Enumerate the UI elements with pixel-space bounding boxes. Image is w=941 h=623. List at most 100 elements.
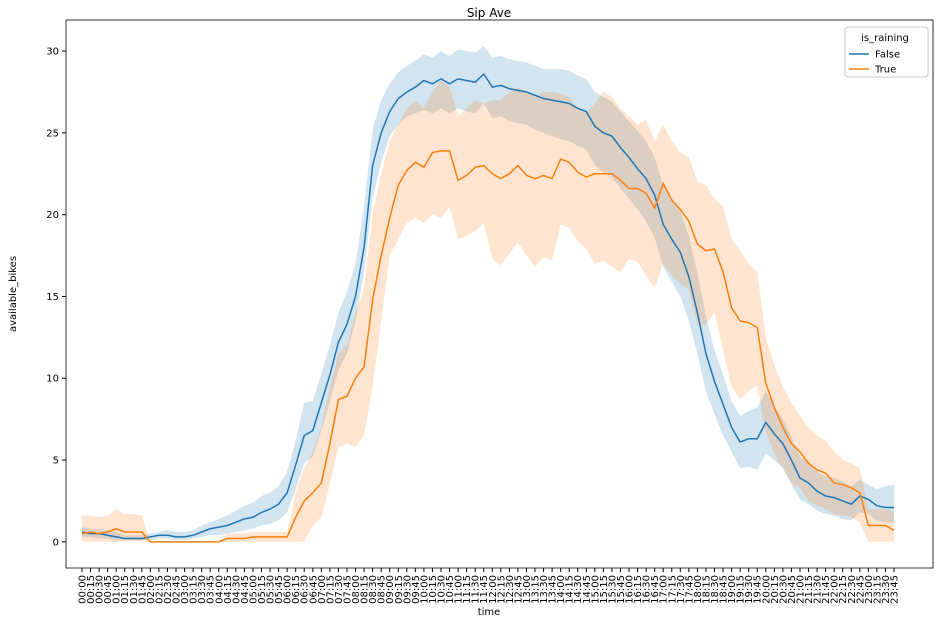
legend-title: is_raining xyxy=(861,33,909,44)
x-tick-label: 05:30 xyxy=(266,575,277,604)
x-tick-label: 21:00 xyxy=(795,575,806,604)
x-tick-label: 01:15 xyxy=(120,575,131,604)
x-tick-label: 04:15 xyxy=(223,575,234,604)
x-tick-label: 18:45 xyxy=(719,575,730,604)
x-tick-label: 00:00 xyxy=(78,575,89,604)
x-tick-label: 21:45 xyxy=(821,575,832,604)
x-tick-label: 10:30 xyxy=(436,575,447,604)
legend: is_raining False True xyxy=(844,26,929,78)
legend-label: False xyxy=(875,50,900,61)
x-tick-label: 19:45 xyxy=(753,575,764,604)
x-tick-label: 20:15 xyxy=(770,575,781,604)
x-tick-label: 09:00 xyxy=(385,575,396,604)
chart-title: Sip Ave xyxy=(467,6,511,20)
x-tick-label: 15:45 xyxy=(616,575,627,604)
x-tick-label: 00:45 xyxy=(103,575,114,604)
x-tick-label: 23:00 xyxy=(864,575,875,604)
x-tick-label: 04:00 xyxy=(214,575,225,604)
x-tick-label: 20:30 xyxy=(778,575,789,604)
x-tick-label: 11:00 xyxy=(454,575,465,604)
x-tick-label: 09:15 xyxy=(394,575,405,604)
y-tick-label: 20 xyxy=(46,210,59,221)
y-tick-label: 5 xyxy=(53,456,59,467)
x-tick-label: 17:00 xyxy=(659,575,670,604)
x-tick-label: 01:30 xyxy=(129,575,140,604)
plot-frame xyxy=(65,19,934,569)
x-tick-label: 15:15 xyxy=(599,575,610,604)
x-tick-label: 07:30 xyxy=(334,575,345,604)
x-tick-label: 07:00 xyxy=(317,575,328,604)
x-tick-label: 13:00 xyxy=(522,575,533,604)
y-tick-label: 10 xyxy=(46,374,59,385)
x-tick-label: 11:45 xyxy=(479,575,490,604)
x-tick-label: 14:30 xyxy=(573,575,584,604)
x-tick-label: 21:15 xyxy=(804,575,815,604)
x-tick-label: 23:45 xyxy=(890,575,901,604)
x-tick-label: 11:30 xyxy=(471,575,482,604)
x-tick-label: 05:15 xyxy=(257,575,268,604)
x-tick-label: 18:15 xyxy=(701,575,712,604)
legend-box xyxy=(844,26,929,78)
x-tick-label: 13:45 xyxy=(548,575,559,604)
x-tick-label: 02:45 xyxy=(172,575,183,604)
x-tick-label: 15:00 xyxy=(590,575,601,604)
y-tick-label: 0 xyxy=(53,537,59,548)
x-tick-label: 22:30 xyxy=(847,575,858,604)
x-tick-label: 23:30 xyxy=(881,575,892,604)
x-tick-label: 07:15 xyxy=(325,575,336,604)
x-tick-label: 21:30 xyxy=(813,575,824,604)
x-axis-label: time xyxy=(478,607,501,618)
x-tick-label: 03:45 xyxy=(206,575,217,604)
x-tick-label: 04:30 xyxy=(231,575,242,604)
x-tick-label: 23:15 xyxy=(872,575,883,604)
y-axis-label: available_bikes xyxy=(8,256,19,332)
line xyxy=(81,150,895,543)
x-tick-label: 12:45 xyxy=(513,575,524,604)
x-tick-label: 06:15 xyxy=(291,575,302,604)
legend-label: True xyxy=(874,65,896,76)
x-tick-label: 14:00 xyxy=(556,575,567,604)
x-tick-label: 03:00 xyxy=(180,575,191,604)
x-tick-label: 00:30 xyxy=(95,575,106,604)
y-tick-label: 30 xyxy=(46,47,59,58)
x-tick-label: 08:45 xyxy=(377,575,388,604)
y-tick-label: 25 xyxy=(46,128,59,139)
x-tick-label: 02:00 xyxy=(146,575,157,604)
x-tick-label: 17:15 xyxy=(667,575,678,604)
x-tick-label: 02:30 xyxy=(163,575,174,604)
x-tick-label: 11:15 xyxy=(462,575,473,604)
x-tick-label: 19:30 xyxy=(744,575,755,604)
x-tick-label: 03:30 xyxy=(197,575,208,604)
x-tick-label: 20:00 xyxy=(761,575,772,604)
x-tick-label: 07:45 xyxy=(342,575,353,604)
x-tick-label: 14:15 xyxy=(565,575,576,604)
x-tick-label: 19:00 xyxy=(727,575,738,604)
x-tick-label: 10:15 xyxy=(428,575,439,604)
x-tick-label: 09:45 xyxy=(411,575,422,604)
x-tick-label: 16:30 xyxy=(642,575,653,604)
x-tick-label: 17:45 xyxy=(684,575,695,604)
x-tick-label: 16:45 xyxy=(650,575,661,604)
x-tick-label: 12:15 xyxy=(496,575,507,604)
x-tick-label: 02:15 xyxy=(154,575,165,604)
x-tick-label: 09:30 xyxy=(402,575,413,604)
x-tick-label: 20:45 xyxy=(787,575,798,604)
x-tick-label: 15:30 xyxy=(607,575,618,604)
x-tick-label: 06:00 xyxy=(283,575,294,604)
x-tick-label: 19:15 xyxy=(736,575,747,604)
x-tick-label: 06:30 xyxy=(300,575,311,604)
x-tick-label: 17:30 xyxy=(676,575,687,604)
x-tick-label: 18:30 xyxy=(710,575,721,604)
x-tick-label: 10:00 xyxy=(419,575,430,604)
x-tick-label: 18:00 xyxy=(693,575,704,604)
x-tick-label: 08:15 xyxy=(360,575,371,604)
x-tick-label: 12:30 xyxy=(505,575,516,604)
x-tick-label: 10:45 xyxy=(445,575,456,604)
x-tick-label: 00:15 xyxy=(86,575,97,604)
x-tick-label: 04:45 xyxy=(240,575,251,604)
x-tick-label: 05:45 xyxy=(274,575,285,604)
confidence-band xyxy=(82,80,894,542)
x-tick-label: 16:00 xyxy=(625,575,636,604)
x-tick-label: 08:30 xyxy=(368,575,379,604)
